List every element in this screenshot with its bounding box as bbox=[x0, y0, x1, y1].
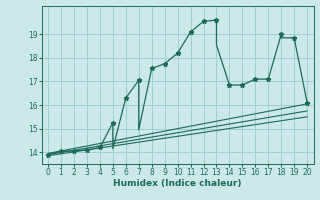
X-axis label: Humidex (Indice chaleur): Humidex (Indice chaleur) bbox=[113, 179, 242, 188]
